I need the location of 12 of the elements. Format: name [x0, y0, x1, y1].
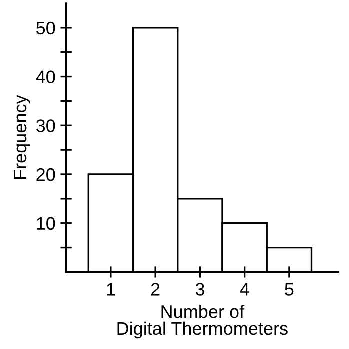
- x-axis-title: Number of Digital Thermometers: [118, 305, 288, 339]
- y-tick-label: 20: [36, 168, 56, 182]
- x-tick-label: 1: [107, 283, 116, 296]
- x-tick-label: 2: [151, 283, 160, 296]
- y-tick-label: 40: [36, 70, 56, 84]
- x-tick-label: 5: [285, 283, 294, 296]
- y-tick-label: 10: [37, 217, 56, 230]
- y-tick-label: 50: [36, 22, 56, 35]
- x-tick-label: 3: [196, 283, 204, 296]
- y-axis-title: Frequency: [14, 95, 30, 180]
- y-tick-label: 30: [36, 120, 56, 132]
- x-tick-label: 4: [240, 283, 250, 296]
